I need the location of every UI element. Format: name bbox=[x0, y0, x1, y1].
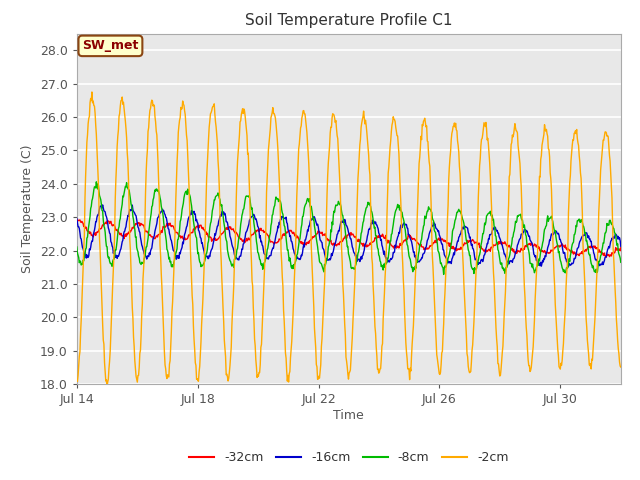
-8cm bbox=[382, 260, 390, 266]
-2cm bbox=[383, 248, 390, 254]
-2cm bbox=[93, 147, 101, 153]
-32cm bbox=[381, 236, 389, 241]
-32cm bbox=[271, 240, 278, 245]
-16cm bbox=[617, 243, 625, 249]
-32cm bbox=[300, 241, 308, 247]
Legend: -32cm, -16cm, -8cm, -2cm: -32cm, -16cm, -8cm, -2cm bbox=[184, 446, 513, 469]
-2cm bbox=[272, 121, 280, 127]
-16cm bbox=[202, 253, 209, 259]
-8cm bbox=[202, 255, 209, 261]
Y-axis label: Soil Temperature (C): Soil Temperature (C) bbox=[21, 144, 35, 273]
-2cm bbox=[617, 364, 625, 370]
Title: Soil Temperature Profile C1: Soil Temperature Profile C1 bbox=[245, 13, 452, 28]
-16cm bbox=[301, 244, 308, 250]
-8cm bbox=[93, 184, 101, 190]
-8cm bbox=[513, 213, 521, 219]
-2cm bbox=[202, 198, 210, 204]
-32cm bbox=[513, 249, 520, 255]
-8cm bbox=[617, 259, 625, 265]
-32cm bbox=[93, 230, 100, 236]
-16cm bbox=[93, 219, 100, 225]
Line: -2cm: -2cm bbox=[77, 92, 621, 387]
-32cm bbox=[602, 254, 610, 260]
X-axis label: Time: Time bbox=[333, 409, 364, 422]
-16cm bbox=[564, 264, 572, 269]
-2cm bbox=[88, 89, 96, 95]
Text: SW_met: SW_met bbox=[82, 39, 139, 52]
-8cm bbox=[271, 197, 279, 203]
-32cm bbox=[73, 216, 81, 222]
Line: -16cm: -16cm bbox=[77, 205, 621, 266]
-8cm bbox=[73, 244, 81, 250]
-8cm bbox=[301, 205, 308, 211]
-16cm bbox=[382, 255, 390, 261]
-8cm bbox=[93, 179, 100, 185]
-16cm bbox=[513, 246, 520, 252]
Line: -32cm: -32cm bbox=[77, 219, 621, 257]
-2cm bbox=[73, 376, 81, 382]
-8cm bbox=[440, 272, 447, 277]
-32cm bbox=[617, 245, 625, 251]
-16cm bbox=[271, 236, 279, 241]
Line: -8cm: -8cm bbox=[77, 182, 621, 275]
-16cm bbox=[99, 202, 106, 208]
-16cm bbox=[73, 216, 81, 221]
-32cm bbox=[201, 228, 209, 234]
-2cm bbox=[513, 130, 521, 136]
-2cm bbox=[301, 111, 309, 117]
-2cm bbox=[103, 384, 111, 390]
